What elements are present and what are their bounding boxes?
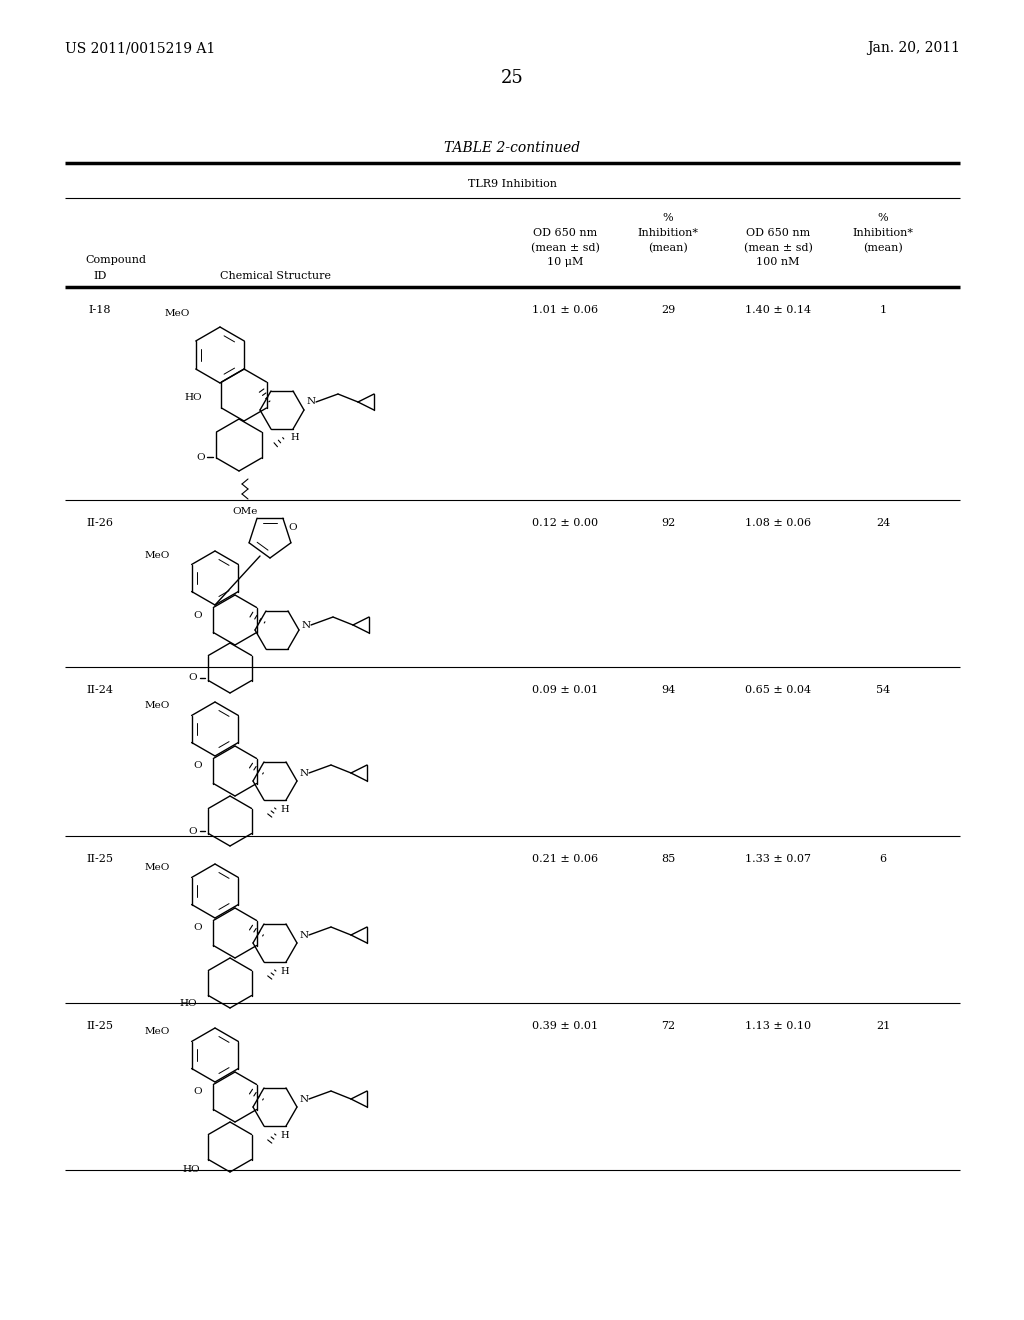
Text: 1.33 ± 0.07: 1.33 ± 0.07 [745, 854, 811, 865]
Text: O: O [194, 1088, 202, 1097]
Text: (mean ± sd): (mean ± sd) [530, 243, 599, 253]
Text: II-24: II-24 [86, 685, 114, 696]
Text: 1.13 ± 0.10: 1.13 ± 0.10 [744, 1020, 811, 1031]
Text: 10 μM: 10 μM [547, 257, 584, 267]
Text: 100 nM: 100 nM [757, 257, 800, 267]
Text: HO: HO [179, 998, 197, 1007]
Text: TLR9 Inhibition: TLR9 Inhibition [468, 180, 556, 189]
Text: I-18: I-18 [89, 305, 112, 315]
Text: 94: 94 [660, 685, 675, 696]
Text: 72: 72 [660, 1020, 675, 1031]
Text: O: O [288, 524, 297, 532]
Text: II-26: II-26 [86, 517, 114, 528]
Text: H: H [280, 966, 289, 975]
Text: ID: ID [93, 271, 106, 281]
Text: MeO: MeO [165, 309, 190, 318]
Text: MeO: MeO [144, 701, 170, 710]
Text: N: N [300, 768, 309, 777]
Text: 1.01 ± 0.06: 1.01 ± 0.06 [531, 305, 598, 315]
Text: O: O [194, 610, 202, 619]
Text: Compound: Compound [85, 255, 146, 265]
Text: 1.08 ± 0.06: 1.08 ± 0.06 [744, 517, 811, 528]
Text: MeO: MeO [144, 863, 170, 873]
Text: 0.09 ± 0.01: 0.09 ± 0.01 [531, 685, 598, 696]
Text: HO: HO [182, 1164, 200, 1173]
Text: 29: 29 [660, 305, 675, 315]
Text: MeO: MeO [144, 552, 170, 561]
Text: 0.65 ± 0.04: 0.65 ± 0.04 [744, 685, 811, 696]
Text: HO: HO [184, 392, 202, 401]
Text: 25: 25 [501, 69, 523, 87]
Text: 92: 92 [660, 517, 675, 528]
Text: 0.21 ± 0.06: 0.21 ± 0.06 [531, 854, 598, 865]
Text: Chemical Structure: Chemical Structure [219, 271, 331, 281]
Text: H: H [290, 433, 299, 442]
Text: 6: 6 [880, 854, 887, 865]
Text: 54: 54 [876, 685, 890, 696]
Text: 0.12 ± 0.00: 0.12 ± 0.00 [531, 517, 598, 528]
Text: 85: 85 [660, 854, 675, 865]
Text: MeO: MeO [144, 1027, 170, 1036]
Text: H: H [280, 1130, 289, 1139]
Text: %: % [878, 213, 888, 223]
Text: N: N [307, 397, 316, 407]
Text: Inhibition*: Inhibition* [638, 228, 698, 238]
Text: Jan. 20, 2011: Jan. 20, 2011 [867, 41, 961, 55]
Text: II-25: II-25 [86, 854, 114, 865]
Text: O: O [197, 453, 205, 462]
Text: N: N [302, 620, 311, 630]
Text: (mean): (mean) [863, 243, 903, 253]
Text: OD 650 nm: OD 650 nm [745, 228, 810, 238]
Text: H: H [280, 804, 289, 813]
Text: %: % [663, 213, 674, 223]
Text: 1: 1 [880, 305, 887, 315]
Text: OMe: OMe [232, 507, 258, 516]
Text: O: O [194, 924, 202, 932]
Text: (mean): (mean) [648, 243, 688, 253]
Text: Inhibition*: Inhibition* [853, 228, 913, 238]
Text: 0.39 ± 0.01: 0.39 ± 0.01 [531, 1020, 598, 1031]
Text: (mean ± sd): (mean ± sd) [743, 243, 812, 253]
Text: N: N [300, 931, 309, 940]
Text: TABLE 2-continued: TABLE 2-continued [444, 141, 580, 154]
Text: 1.40 ± 0.14: 1.40 ± 0.14 [744, 305, 811, 315]
Text: N: N [300, 1094, 309, 1104]
Text: OD 650 nm: OD 650 nm [532, 228, 597, 238]
Text: 21: 21 [876, 1020, 890, 1031]
Text: 24: 24 [876, 517, 890, 528]
Text: O: O [194, 762, 202, 771]
Text: II-25: II-25 [86, 1020, 114, 1031]
Text: O: O [188, 673, 197, 682]
Text: O: O [188, 826, 197, 836]
Text: US 2011/0015219 A1: US 2011/0015219 A1 [65, 41, 215, 55]
